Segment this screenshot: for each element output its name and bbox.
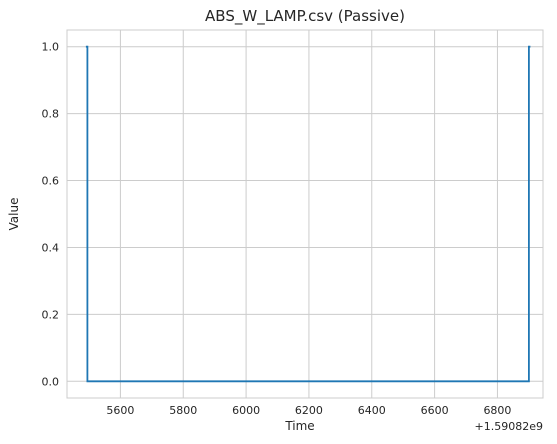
x-tick-label: 6000 (232, 404, 260, 417)
x-axis-offset-label: +1.59082e9 (475, 420, 543, 433)
y-axis-label: Value (7, 198, 21, 231)
series-layer (85, 45, 531, 383)
y-tick-label: 0.4 (42, 241, 60, 254)
x-tick-labels: 5600 5800 6000 6200 6400 6600 6800 (106, 404, 511, 417)
plot-frame (66, 29, 544, 399)
y-tick-label: 1.0 (42, 41, 60, 54)
x-tick-label: 5800 (169, 404, 197, 417)
x-tick-label: 5600 (106, 404, 134, 417)
y-tick-labels: 0.0 0.2 0.4 0.6 0.8 1.0 (42, 41, 60, 389)
x-tick-label: 6800 (483, 404, 511, 417)
series-line (85, 45, 531, 383)
x-axis-label: Time (284, 419, 314, 433)
y-tick-label: 0.0 (42, 375, 60, 388)
grid (67, 30, 543, 398)
x-tick-label: 6400 (358, 404, 386, 417)
y-tick-label: 0.8 (42, 108, 60, 121)
y-tick-label: 0.6 (42, 175, 60, 188)
chart-title: ABS_W_LAMP.csv (Passive) (205, 7, 405, 26)
x-tick-label: 6600 (421, 404, 449, 417)
x-tick-label: 6200 (295, 404, 323, 417)
y-tick-label: 0.2 (42, 308, 60, 321)
